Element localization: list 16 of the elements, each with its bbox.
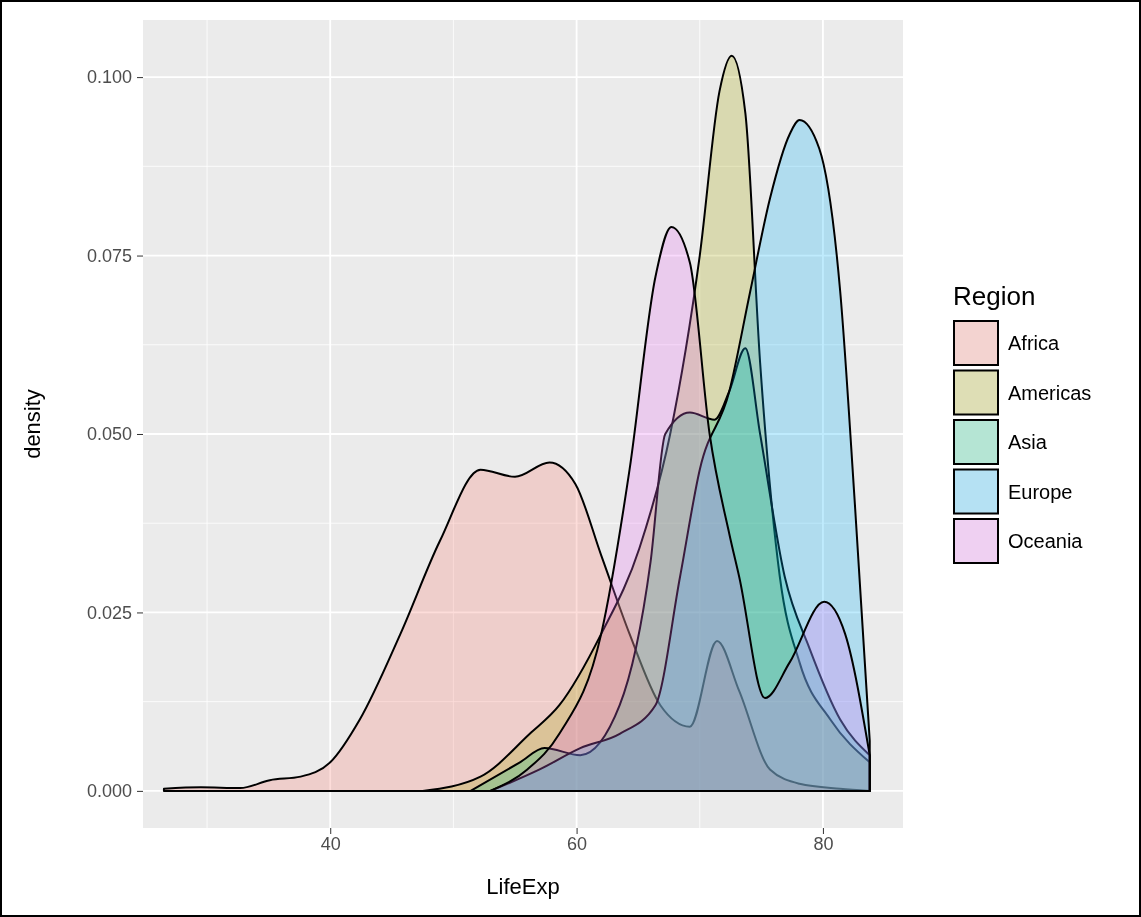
x-axis-title: LifeExp xyxy=(486,874,560,899)
legend-label: Asia xyxy=(1008,431,1048,453)
y-tick-label: 0.075 xyxy=(86,245,132,266)
y-axis-title: density xyxy=(20,389,45,459)
legend-title: Region xyxy=(953,281,1036,311)
legend-label: Americas xyxy=(1008,381,1092,404)
x-tick-label: 40 xyxy=(320,833,341,854)
y-tick-label: 0.025 xyxy=(86,602,132,623)
legend-label: Africa xyxy=(1008,332,1060,354)
legend-label: Europe xyxy=(1008,480,1073,503)
y-tick-label: 0.000 xyxy=(86,781,132,802)
x-tick-label: 60 xyxy=(567,833,588,854)
y-tick-label: 0.050 xyxy=(86,424,132,445)
y-tick-label: 0.100 xyxy=(86,67,132,88)
x-tick-label: 80 xyxy=(813,833,834,854)
legend-label: Oceania xyxy=(1008,530,1084,552)
